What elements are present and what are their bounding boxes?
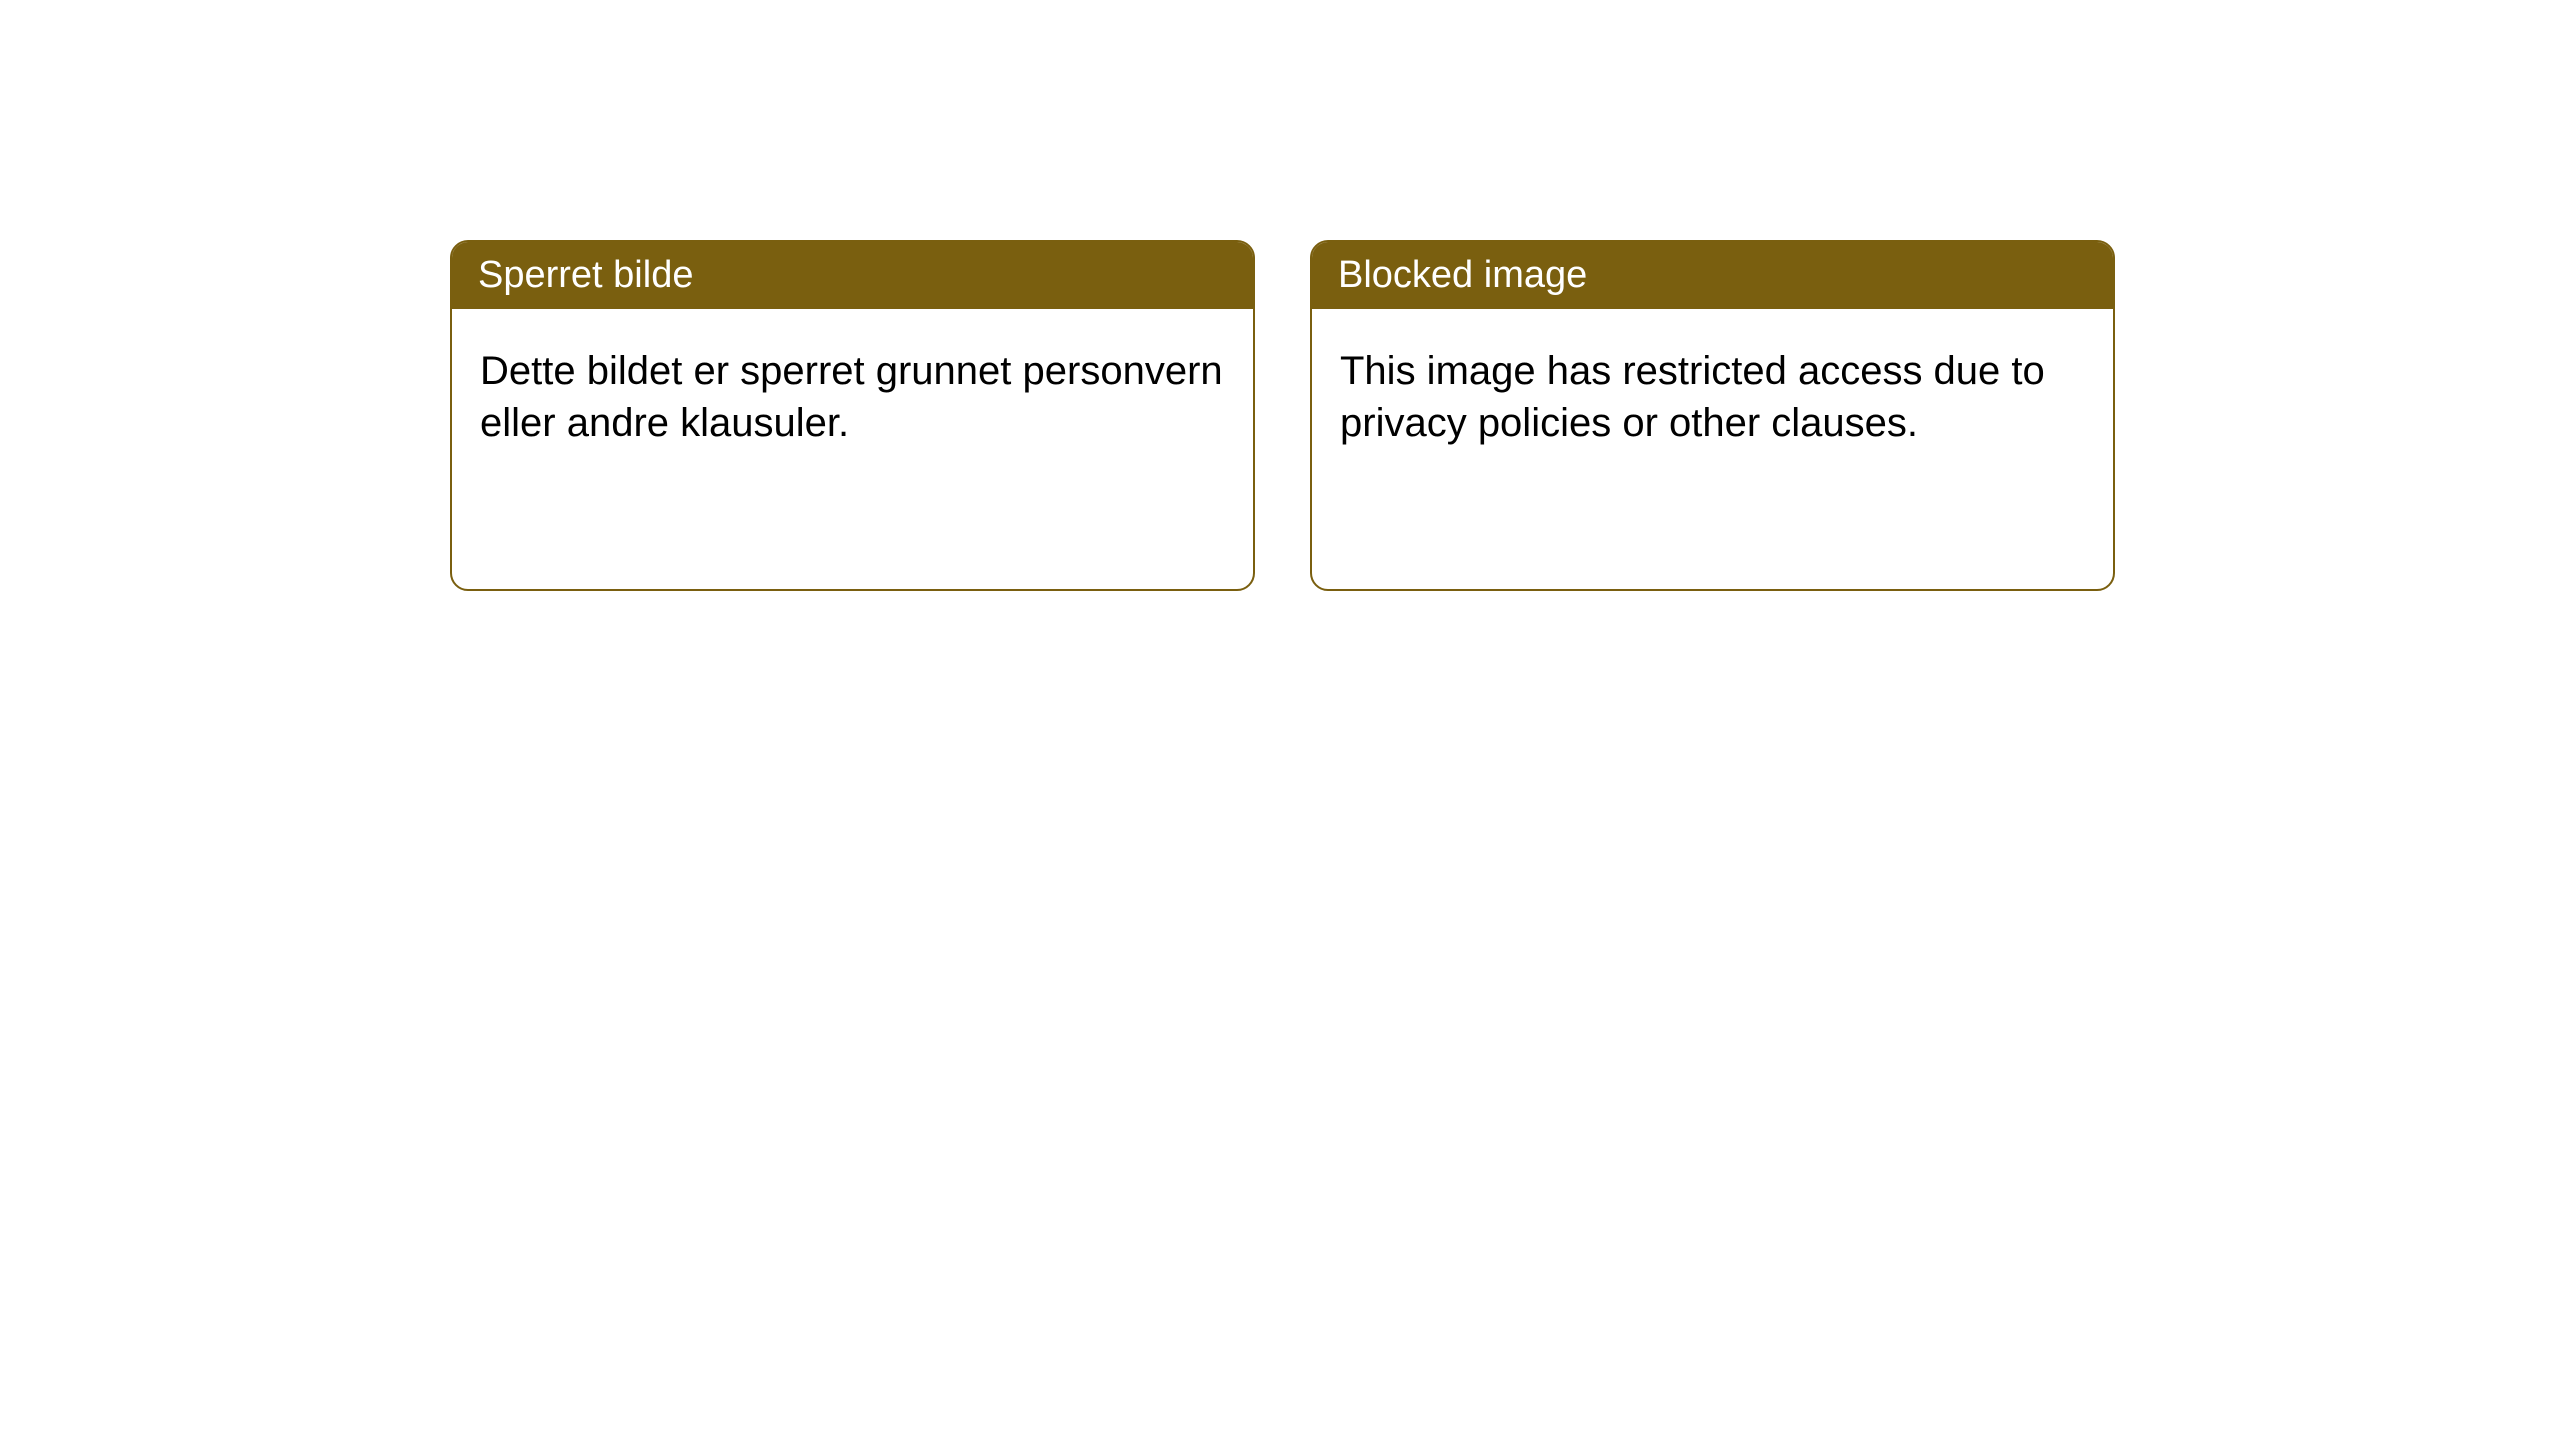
cards-container: Sperret bilde Dette bildet er sperret gr… [0, 0, 2560, 591]
card-title: Sperret bilde [478, 254, 693, 296]
card-body-text: This image has restricted access due to … [1340, 349, 2045, 445]
blocked-image-card-norwegian: Sperret bilde Dette bildet er sperret gr… [450, 240, 1255, 591]
card-header: Blocked image [1312, 242, 2113, 309]
card-body: Dette bildet er sperret grunnet personve… [452, 309, 1253, 589]
card-title: Blocked image [1338, 254, 1587, 296]
card-body-text: Dette bildet er sperret grunnet personve… [480, 349, 1223, 445]
card-body: This image has restricted access due to … [1312, 309, 2113, 589]
card-header: Sperret bilde [452, 242, 1253, 309]
blocked-image-card-english: Blocked image This image has restricted … [1310, 240, 2115, 591]
